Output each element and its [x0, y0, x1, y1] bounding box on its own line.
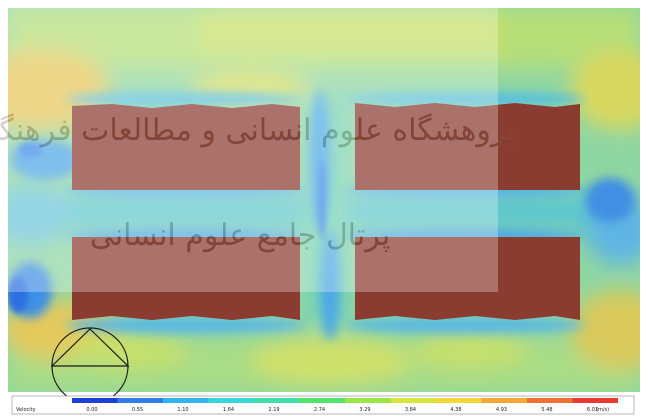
legend-swatch: [572, 398, 618, 403]
watermark: پژوهشگاه علوم انسانی و مطالعات فرهنگی پر…: [0, 6, 516, 292]
legend-swatch: [208, 398, 254, 403]
legend-swatch: [254, 398, 300, 403]
legend-swatch: [72, 398, 118, 403]
legend-tick-label: 2.74: [314, 407, 325, 413]
legend-swatch: [436, 398, 482, 403]
legend-swatch: [527, 398, 573, 403]
legend-tick-label: 3.29: [359, 407, 370, 413]
legend-tick-label: 1.64: [223, 407, 234, 413]
legend-tick-label: 4.93: [496, 407, 507, 413]
legend-unit: (m/s): [596, 407, 609, 413]
legend-tick-label: 1.10: [177, 407, 188, 413]
compass-triangle: [50, 328, 130, 367]
legend-colorbar: [72, 398, 618, 403]
watermark-logo: [176, 6, 240, 62]
field-cores: [8, 142, 326, 313]
legend-tick-label: 6.03: [587, 407, 598, 413]
building-bottom-left: [72, 237, 300, 320]
legend-tick-label: 5.48: [541, 407, 552, 413]
legend-ticks: 0.00 0.55 1.10 1.64 2.19 2.74 3.29 3.84 4.38 4.93…: [86, 407, 598, 413]
watermark-panel: [8, 8, 498, 292]
legend-tick-label: 0.00: [86, 407, 97, 413]
watermark-line-1: پژوهشگاه علوم انسانی و مطالعات فرهنگی: [0, 113, 516, 148]
legend-swatch: [117, 398, 163, 403]
legend-swatch: [390, 398, 436, 403]
legend-tick-label: 0.55: [132, 407, 143, 413]
buildings: [72, 103, 580, 320]
legend-swatch: [481, 398, 527, 403]
building-bottom-right: [355, 237, 580, 320]
legend-title: Velocity: [16, 407, 36, 413]
velocity-legend: Velocity 0.00 0.55 1.10 1.64 2.19 2.74 3.29 3.8…: [11, 395, 635, 415]
legend-swatch: [345, 398, 391, 403]
legend-swatch: [163, 398, 209, 403]
building-top-left: [72, 104, 300, 190]
legend-swatch: [299, 398, 345, 403]
legend-tick-label: 3.84: [405, 407, 416, 413]
building-top-right: [355, 103, 580, 190]
legend-tick-label: 4.38: [450, 407, 461, 413]
legend-tick-label: 2.19: [268, 407, 279, 413]
watermark-line-2: پرتال جامع علوم انسانی: [90, 218, 390, 253]
